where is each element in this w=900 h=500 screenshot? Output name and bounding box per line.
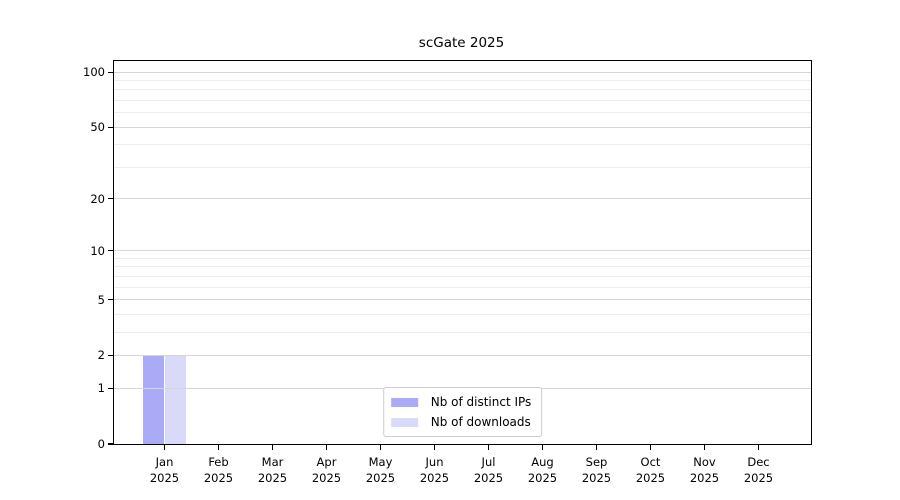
- legend-entry: Nb of distinct IPs: [390, 392, 532, 412]
- legend: Nb of distinct IPs Nb of downloads: [382, 387, 543, 437]
- y-tick-label: 2: [97, 348, 105, 363]
- x-tick-month: Mar: [261, 455, 284, 469]
- y-tick-label: 100: [83, 65, 105, 80]
- x-tick-label: Sep 2025: [565, 454, 629, 486]
- y-tick-label: 10: [90, 243, 105, 258]
- minor-gridline: [114, 144, 811, 146]
- x-axis-tick: [217, 445, 220, 450]
- minor-gridline: [114, 266, 811, 268]
- x-tick-label: Nov 2025: [673, 454, 737, 486]
- y-tick-label: 20: [90, 191, 105, 206]
- y-axis-tick: [108, 443, 113, 445]
- x-tick-year: 2025: [527, 471, 558, 485]
- minor-gridline: [114, 313, 811, 315]
- x-tick-month: Feb: [208, 455, 229, 469]
- x-tick-label: Oct 2025: [619, 454, 683, 486]
- x-axis-tick: [433, 445, 436, 450]
- major-gridline: [114, 299, 811, 301]
- minor-gridline: [114, 257, 811, 259]
- y-axis-tick: [108, 354, 113, 357]
- x-axis-tick: [379, 445, 382, 450]
- x-tick-year: 2025: [257, 471, 288, 485]
- x-axis-tick: [325, 445, 328, 450]
- x-tick-month: Jun: [425, 455, 444, 469]
- y-axis-tick: [108, 299, 113, 301]
- x-tick-month: Jul: [481, 455, 496, 469]
- x-tick-year: 2025: [419, 471, 450, 485]
- x-axis-tick: [541, 445, 544, 450]
- minor-gridline: [114, 331, 811, 333]
- legend-swatch: [390, 397, 418, 407]
- y-tick-label: 1: [97, 381, 105, 396]
- minor-gridline: [114, 275, 811, 277]
- plot-area: Nb of distinct IPs Nb of downloads 0 1 2 5 10…: [83, 60, 812, 485]
- minor-gridline: [114, 80, 811, 82]
- x-axis-tick: [703, 445, 706, 450]
- x-tick-label: Aug 2025: [511, 454, 575, 486]
- x-axis-tick: [487, 445, 490, 450]
- x-tick-year: 2025: [311, 471, 342, 485]
- chart-title: scGate 2025: [418, 35, 505, 51]
- major-gridline: [114, 354, 811, 356]
- y-axis-tick: [108, 387, 113, 389]
- x-axis-tick: [595, 445, 598, 450]
- legend-label: Nb of distinct IPs: [430, 395, 532, 409]
- x-axis-tick: [649, 445, 652, 450]
- x-tick-month: Aug: [531, 455, 554, 469]
- x-tick-month: Sep: [585, 455, 608, 469]
- minor-gridline: [114, 89, 811, 91]
- legend-entry: Nb of downloads: [390, 412, 532, 432]
- x-tick-month: Jan: [155, 455, 174, 469]
- x-tick-year: 2025: [473, 471, 504, 485]
- x-tick-label: Jun 2025: [403, 454, 467, 486]
- x-tick-month: May: [368, 455, 393, 469]
- x-axis-tick: [163, 445, 166, 450]
- x-tick-year: 2025: [689, 471, 720, 485]
- major-gridline: [114, 198, 811, 200]
- minor-gridline: [114, 286, 811, 288]
- minor-gridline: [114, 112, 811, 114]
- minor-gridline: [114, 166, 811, 168]
- minor-gridline: [114, 100, 811, 102]
- y-axis-tick: [108, 250, 113, 252]
- y-tick-label: 5: [97, 292, 105, 307]
- x-tick-month: Apr: [316, 455, 337, 469]
- x-tick-label: Jul 2025: [457, 454, 521, 486]
- x-tick-label: May 2025: [349, 454, 413, 486]
- x-tick-year: 2025: [581, 471, 612, 485]
- x-tick-year: 2025: [203, 471, 234, 485]
- bar-jan-series1: [164, 355, 187, 444]
- x-tick-year: 2025: [743, 471, 774, 485]
- legend-label: Nb of downloads: [430, 415, 531, 429]
- x-tick-year: 2025: [365, 471, 396, 485]
- x-tick-month: Nov: [693, 455, 716, 469]
- major-gridline: [114, 250, 811, 252]
- x-tick-label: Mar 2025: [241, 454, 305, 486]
- x-axis-tick: [757, 445, 760, 450]
- x-tick-month: Dec: [747, 455, 770, 469]
- y-axis-tick: [108, 71, 113, 73]
- major-gridline: [114, 71, 811, 73]
- x-tick-label: Feb 2025: [187, 454, 251, 486]
- legend-swatch: [390, 417, 418, 427]
- x-axis-tick: [271, 445, 274, 450]
- x-tick-label: Apr 2025: [295, 454, 359, 486]
- y-tick-label: 50: [90, 120, 105, 135]
- x-tick-year: 2025: [149, 471, 180, 485]
- bar-jan-series0: [142, 355, 165, 444]
- x-tick-year: 2025: [635, 471, 666, 485]
- major-gridline: [114, 126, 811, 128]
- x-tick-label: Dec 2025: [727, 454, 791, 486]
- x-tick-label: Jan 2025: [133, 454, 197, 486]
- x-tick-month: Oct: [640, 455, 661, 469]
- y-axis-tick: [108, 198, 113, 200]
- y-tick-label: 0: [97, 437, 105, 451]
- y-axis-tick: [108, 126, 113, 128]
